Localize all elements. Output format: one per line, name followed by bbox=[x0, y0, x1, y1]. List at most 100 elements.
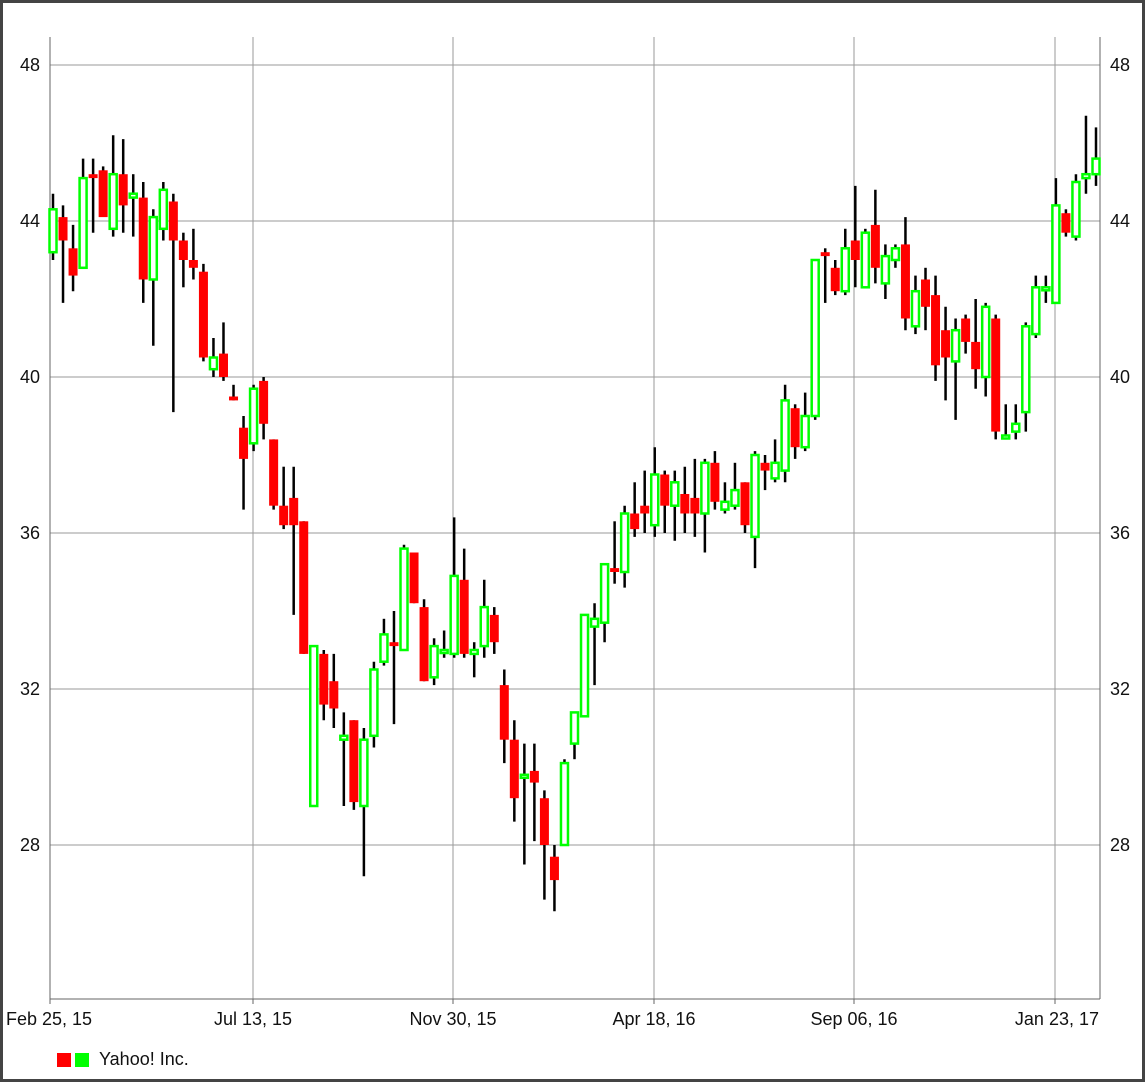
candle-body-down bbox=[690, 497, 700, 514]
candle bbox=[980, 302, 991, 397]
y-axis-right: 28 32 36 40 44 48 bbox=[1110, 55, 1130, 855]
candle-body-down bbox=[710, 462, 720, 502]
y-tick-left: 36 bbox=[20, 523, 40, 543]
candle bbox=[850, 185, 860, 288]
candle-body-up bbox=[78, 176, 88, 270]
candle-body-up bbox=[379, 633, 389, 663]
candle bbox=[1091, 127, 1101, 186]
candle-body-down bbox=[459, 579, 469, 654]
candle bbox=[1000, 404, 1011, 440]
y-tick-right: 48 bbox=[1110, 55, 1130, 75]
candle bbox=[900, 217, 910, 331]
candle-body-up bbox=[1041, 286, 1051, 292]
candle-body-up bbox=[449, 574, 459, 656]
candle bbox=[941, 306, 951, 401]
candle-body-down bbox=[790, 408, 800, 448]
candle bbox=[730, 462, 740, 510]
candle bbox=[138, 182, 148, 303]
y-tick-right: 40 bbox=[1110, 367, 1130, 387]
candle-body-up bbox=[1000, 434, 1011, 440]
candle bbox=[299, 521, 309, 654]
candle bbox=[1041, 275, 1051, 303]
y-tick-left: 48 bbox=[20, 55, 40, 75]
candle-body-up bbox=[910, 289, 921, 328]
candle bbox=[870, 189, 880, 284]
candle-body-up bbox=[208, 356, 219, 371]
candle-body-up bbox=[519, 773, 530, 780]
candle-body-down bbox=[680, 494, 690, 514]
candle-body-up bbox=[429, 644, 439, 679]
candle-body-up bbox=[359, 738, 369, 808]
candle-body-down bbox=[941, 330, 951, 358]
y-tick-left: 32 bbox=[20, 679, 40, 699]
candle-body-up bbox=[880, 254, 891, 285]
candle bbox=[559, 759, 570, 847]
candle bbox=[860, 228, 871, 289]
candle-body-up bbox=[619, 512, 630, 574]
candle bbox=[439, 630, 449, 658]
candle-body-up bbox=[980, 305, 991, 379]
candle-body-up bbox=[1021, 325, 1031, 414]
candle-body-down bbox=[870, 224, 880, 268]
grid-lines bbox=[49, 37, 1101, 1004]
candle bbox=[218, 322, 228, 381]
candle-body-down bbox=[188, 260, 198, 268]
candle bbox=[770, 439, 780, 483]
candle bbox=[961, 314, 971, 354]
candle bbox=[98, 166, 108, 218]
candle bbox=[479, 579, 489, 658]
candle bbox=[469, 642, 479, 678]
candle bbox=[349, 720, 359, 810]
candle-body-down bbox=[289, 497, 299, 526]
candlestick-chart: 28 32 36 40 44 48 28 32 36 40 44 48 Feb … bbox=[6, 37, 1130, 1029]
candle-body-up bbox=[800, 414, 810, 449]
candle-body-up bbox=[439, 648, 449, 655]
candle bbox=[680, 466, 690, 533]
candle bbox=[589, 603, 600, 686]
candle-body-down bbox=[740, 482, 750, 526]
candle-body-up bbox=[248, 387, 259, 445]
candle-body-up bbox=[399, 547, 409, 652]
candle bbox=[610, 521, 620, 584]
candle-body-up bbox=[369, 668, 379, 738]
candle-body-down bbox=[319, 653, 329, 705]
candle bbox=[279, 466, 289, 530]
candle-body-up bbox=[1071, 180, 1081, 238]
candle-body-down bbox=[549, 856, 559, 881]
candle-body-down bbox=[168, 201, 178, 241]
candle bbox=[399, 544, 409, 652]
x-tick: Apr 18, 16 bbox=[612, 1009, 695, 1029]
candle-body-down bbox=[489, 614, 499, 643]
candle-body-down bbox=[198, 271, 208, 358]
candle bbox=[619, 505, 630, 588]
candle bbox=[1031, 275, 1041, 338]
candle bbox=[660, 470, 670, 533]
candle-body-up bbox=[1091, 157, 1101, 176]
x-axis: Feb 25, 15 Jul 13, 15 Nov 30, 15 Apr 18,… bbox=[6, 1009, 1099, 1029]
candle bbox=[78, 158, 88, 270]
candle-body-down bbox=[419, 607, 429, 682]
candle-body-down bbox=[529, 770, 539, 783]
candle-body-up bbox=[589, 617, 600, 628]
candle bbox=[890, 244, 901, 268]
candle bbox=[48, 193, 58, 260]
candle bbox=[971, 299, 981, 389]
candle-body-up bbox=[730, 488, 740, 507]
candle-body-down bbox=[88, 174, 98, 179]
candle bbox=[229, 384, 239, 401]
candles-group bbox=[48, 115, 1101, 912]
candle-body-down bbox=[118, 174, 128, 206]
candle-body-down bbox=[299, 521, 309, 654]
candle bbox=[630, 482, 640, 537]
candle bbox=[640, 470, 650, 533]
candle-body-down bbox=[218, 353, 228, 377]
candle-body-down bbox=[660, 474, 670, 506]
candle bbox=[88, 158, 98, 233]
candle bbox=[168, 193, 178, 413]
candle bbox=[68, 224, 78, 292]
candle bbox=[1071, 174, 1081, 241]
candle bbox=[188, 228, 198, 280]
candle bbox=[931, 275, 941, 381]
candle bbox=[379, 618, 389, 666]
